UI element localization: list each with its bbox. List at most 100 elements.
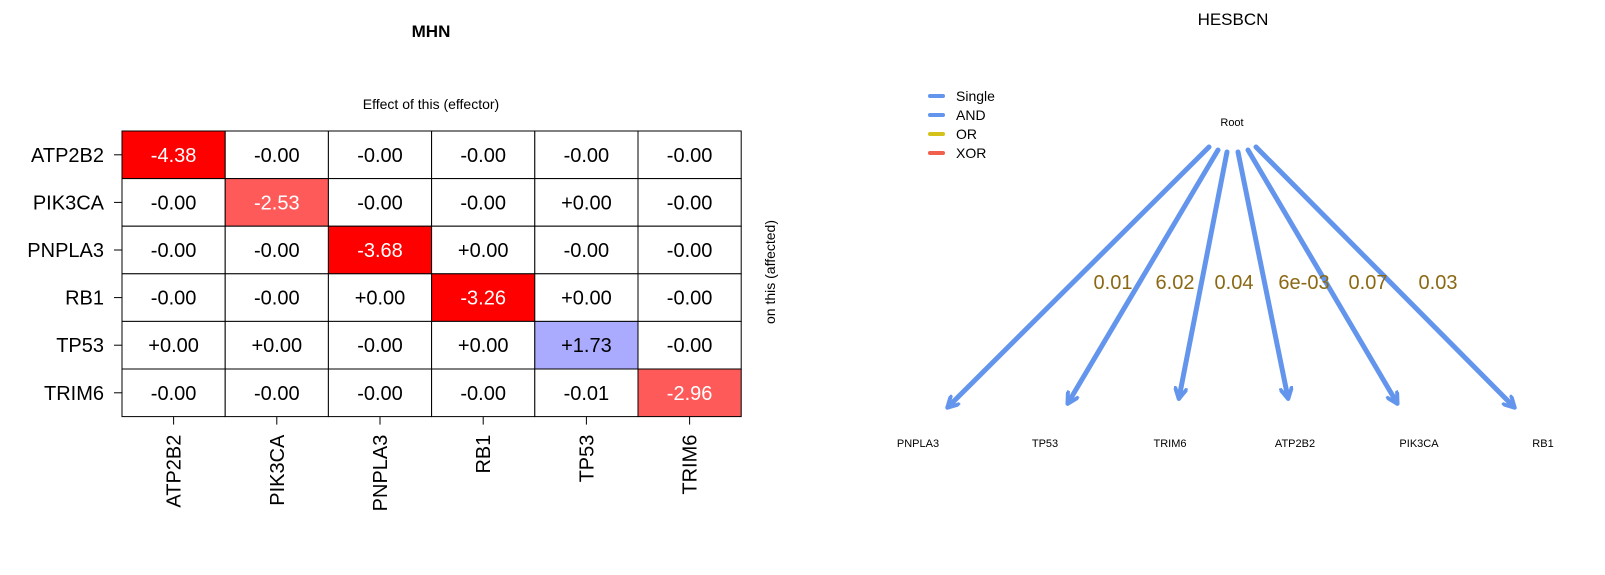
- edge-root-pik3ca: [1245, 147, 1397, 403]
- heatmap-cell-atp2b2-pik3ca: [224, 130, 329, 180]
- mhn-y-axis-title: on this (affected): [762, 220, 778, 324]
- row-label-tp53: TP53: [56, 335, 104, 357]
- mhn-title: MHN: [412, 22, 451, 41]
- row-label-pik3ca: PIK3CA: [33, 192, 105, 214]
- legend-label-xor: XOR: [956, 145, 986, 161]
- heatmap-cell-value: -0.00: [564, 240, 610, 262]
- col-label-pnpla3: PNPLA3: [370, 435, 392, 512]
- edge-root-pnpla3: [948, 144, 1212, 407]
- col-label-pik3ca: PIK3CA: [267, 434, 289, 506]
- heatmap-cell-pnpla3-pik3ca: [224, 225, 329, 275]
- row-label-trim6: TRIM6: [44, 383, 104, 405]
- heatmap-cell-value: +0.00: [561, 192, 612, 214]
- heatmap-cell-rb1-trim6: [637, 273, 742, 322]
- edge-label-pik3ca: 0.07: [1349, 272, 1388, 294]
- heatmap-cell-value: -4.38: [151, 145, 197, 167]
- heatmap-cell-rb1-pnpla3: [327, 273, 433, 322]
- edge-root-trim6: [1179, 149, 1230, 398]
- heatmap-cell-value: +1.73: [561, 335, 612, 357]
- heatmap-cell-value: -0.00: [667, 335, 713, 357]
- row-label-atp2b2: ATP2B2: [31, 145, 104, 167]
- mhn-x-axis-title: Effect of this (effector): [363, 96, 499, 112]
- col-label-tp53: TP53: [576, 435, 598, 483]
- heatmap-cell-value: +0.00: [561, 288, 612, 310]
- node-label-atp2b2: ATP2B2: [1275, 438, 1315, 450]
- heatmap-cell-trim6-trim6: [637, 368, 742, 418]
- edge-label-trim6: 0.04: [1215, 272, 1254, 294]
- heatmap-cell-tp53-pnpla3: [327, 320, 433, 370]
- node-label-tp53: TP53: [1032, 438, 1058, 450]
- heatmap-cell-rb1-rb1: [431, 273, 536, 322]
- heatmap-cell-rb1-atp2b2: [121, 273, 226, 322]
- dag-edges: [948, 144, 1514, 407]
- heatmap-cell-value: -0.00: [460, 383, 506, 405]
- heatmap-cell-value: -3.68: [357, 240, 403, 262]
- heatmap-cell-value: +0.00: [251, 335, 302, 357]
- edge-root-rb1: [1253, 144, 1514, 407]
- edge-label-pnpla3: 0.01: [1094, 272, 1133, 294]
- heatmap-cell-value: +0.00: [458, 335, 509, 357]
- node-label-rb1: RB1: [1532, 438, 1553, 450]
- heatmap-cell-tp53-atp2b2: [121, 320, 226, 370]
- heatmap-cell-value: -0.00: [564, 145, 610, 167]
- heatmap-cell-tp53-trim6: [637, 320, 742, 370]
- hesbcn-panel: HESBCN Single AND OR XOR Root 0.01 6.02 0.…: [897, 10, 1554, 450]
- heatmap-cell-value: -0.00: [357, 145, 403, 167]
- heatmap-cell-value: -0.00: [151, 240, 197, 262]
- edge-root-atp2b2: [1235, 149, 1288, 398]
- heatmap-cell-value: -0.00: [460, 192, 506, 214]
- heatmap-cell-pnpla3-tp53: [534, 225, 639, 275]
- dag-nodes: PNPLA3 TP53 TRIM6 ATP2B2 PIK3CA RB1: [897, 438, 1554, 450]
- legend: Single AND OR XOR: [928, 88, 995, 161]
- node-label-trim6: TRIM6: [1154, 438, 1187, 450]
- heatmap-cell-value: -0.00: [667, 288, 713, 310]
- heatmap-cell-value: -0.00: [254, 288, 300, 310]
- heatmap-cell-pnpla3-rb1: [431, 225, 536, 275]
- heatmap-col-labels: ATP2B2 PIK3CA PNPLA3 RB1 TP53 TRIM6: [164, 416, 702, 512]
- heatmap-cell-value: -0.00: [357, 335, 403, 357]
- heatmap-cell-value: -0.00: [151, 288, 197, 310]
- heatmap-cell-atp2b2-rb1: [431, 130, 536, 180]
- node-label-pik3ca: PIK3CA: [1399, 438, 1439, 450]
- legend-label-or: OR: [956, 126, 977, 142]
- heatmap-cell-atp2b2-trim6: [637, 130, 742, 180]
- heatmap-cell-value: -0.00: [667, 240, 713, 262]
- node-label-pnpla3: PNPLA3: [897, 438, 939, 450]
- heatmap-cell-pik3ca-trim6: [637, 178, 742, 227]
- heatmap-cells: -4.38 -0.00 -0.00 -0.00 -0.00 -0.00 -0.00 -2.53…: [121, 130, 742, 418]
- col-label-rb1: RB1: [473, 435, 495, 474]
- heatmap-cell-value: -0.00: [357, 383, 403, 405]
- dag-edge-labels: 0.01 6.02 0.04 6e-03 0.07 0.03: [1094, 272, 1458, 294]
- heatmap-cell-value: -0.00: [667, 192, 713, 214]
- heatmap-cell-value: +0.00: [148, 335, 199, 357]
- heatmap-cell-tp53-tp53: [534, 320, 639, 370]
- heatmap-cell-value: -0.00: [254, 240, 300, 262]
- heatmap-cell-rb1-pik3ca: [224, 273, 329, 322]
- heatmap-cell-value: -2.96: [667, 383, 713, 405]
- heatmap-cell-value: -0.00: [254, 145, 300, 167]
- edge-label-atp2b2: 6e-03: [1278, 272, 1329, 294]
- row-label-pnpla3: PNPLA3: [27, 240, 104, 262]
- edge-label-tp53: 6.02: [1156, 272, 1195, 294]
- heatmap-cell-pnpla3-trim6: [637, 225, 742, 275]
- edge-root-tp53: [1068, 147, 1221, 403]
- heatmap-cell-value: -0.00: [667, 145, 713, 167]
- heatmap-cell-tp53-rb1: [431, 320, 536, 370]
- heatmap-cell-pik3ca-rb1: [431, 178, 536, 227]
- heatmap-cell-value: -0.00: [151, 383, 197, 405]
- heatmap-cell-value: -0.00: [254, 383, 300, 405]
- heatmap-cell-pik3ca-pik3ca: [224, 178, 329, 227]
- heatmap-cell-rb1-tp53: [534, 273, 639, 322]
- heatmap-cell-value: +0.00: [355, 288, 406, 310]
- heatmap-cell-value: -3.26: [460, 288, 506, 310]
- hesbcn-title: HESBCN: [1198, 10, 1269, 29]
- heatmap-cell-value: -0.00: [460, 145, 506, 167]
- edge-label-rb1: 0.03: [1419, 272, 1458, 294]
- col-label-trim6: TRIM6: [680, 435, 702, 495]
- heatmap-cell-value: -0.01: [564, 383, 610, 405]
- heatmap-cell-atp2b2-pnpla3: [327, 130, 433, 180]
- mhn-panel: MHN Effect of this (effector) on this (a…: [27, 22, 778, 511]
- heatmap-cell-trim6-atp2b2: [121, 368, 226, 418]
- heatmap-cell-value: +0.00: [458, 240, 509, 262]
